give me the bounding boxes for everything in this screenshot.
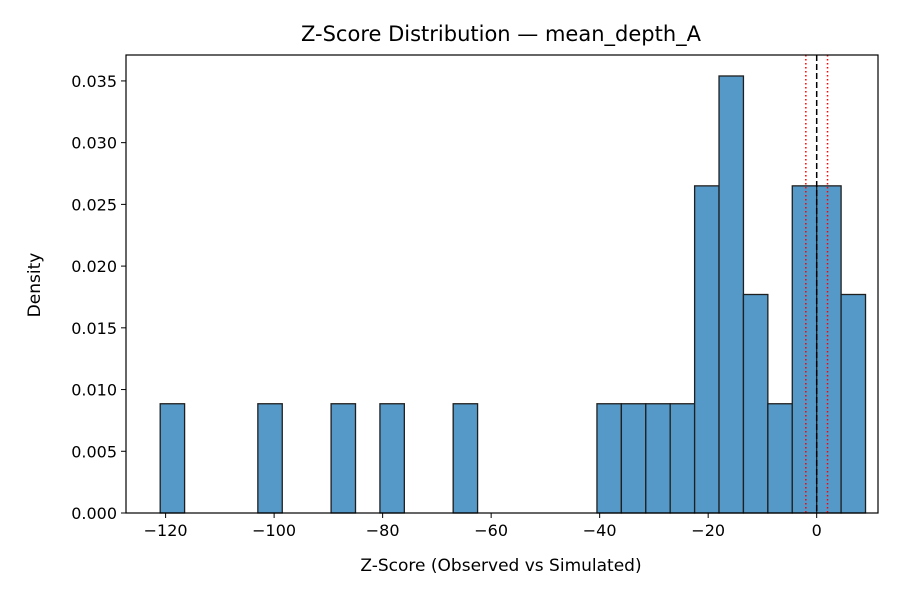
histogram-bar	[645, 403, 671, 514]
histogram-bar	[330, 403, 357, 514]
histogram-bar	[718, 75, 745, 514]
y-tick-label: 0.010	[71, 381, 117, 400]
histogram-bar	[596, 403, 623, 514]
histogram-bar	[791, 185, 818, 514]
x-tick-label: −80	[366, 521, 400, 540]
y-tick-label: 0.005	[71, 442, 117, 461]
y-tick-label: 0.030	[71, 134, 117, 153]
y-axis-ticks: 0.000 0.005 0.010 0.015 0.020 0.025 0.030 0.035	[71, 72, 126, 523]
x-axis-label: Z-Score (Observed vs Simulated)	[360, 556, 641, 576]
chart-title: Z-Score Distribution — mean_depth_A	[301, 22, 702, 47]
histogram-bar	[257, 403, 283, 514]
histogram-bar	[620, 403, 647, 514]
histogram-bars	[159, 75, 867, 514]
histogram-bar	[693, 185, 720, 514]
x-tick-label: −100	[252, 521, 296, 540]
histogram-bar	[840, 293, 867, 514]
y-tick-label: 0.025	[71, 195, 117, 214]
plot-frame	[125, 54, 879, 514]
histogram-bar	[816, 185, 842, 514]
x-tick-label: −120	[144, 521, 188, 540]
histogram-bar	[669, 403, 696, 514]
histogram-bar	[742, 293, 769, 514]
x-tick-label: 0	[812, 521, 822, 540]
y-tick-label: 0.000	[71, 504, 117, 523]
y-axis-label: Density	[25, 253, 45, 318]
histogram-bar	[767, 403, 793, 514]
x-axis-ticks: −120 −100 −80 −60 −40 −20 0	[144, 513, 822, 540]
y-tick-label: 0.035	[71, 72, 117, 91]
histogram-bar	[452, 403, 479, 514]
x-tick-label: −40	[583, 521, 617, 540]
y-tick-label: 0.015	[71, 319, 117, 338]
histogram-bar	[379, 403, 405, 514]
x-tick-label: −60	[474, 521, 508, 540]
y-tick-label: 0.020	[71, 257, 117, 276]
histogram-bar	[159, 403, 186, 514]
x-tick-label: −20	[691, 521, 725, 540]
reference-lines	[805, 55, 829, 513]
